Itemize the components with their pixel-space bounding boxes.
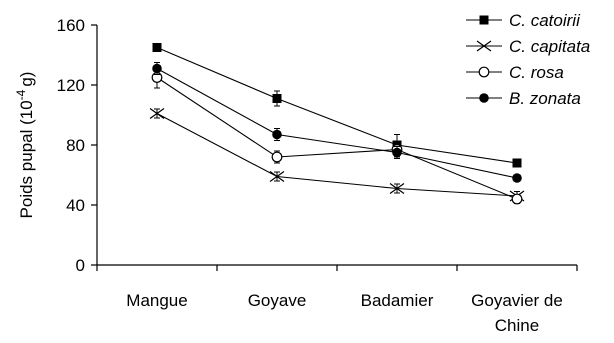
y-ticks: 0 40 80 120 160 [57,16,97,275]
series-b-zonata [152,62,522,183]
legend-marker-b-zonata [479,93,489,103]
legend-label-c-catoirii: C. catoirii [509,11,581,30]
data-point-b-zonata-0 [152,63,162,74]
legend-label-c-rosa: C. rosa [509,63,564,82]
legend-marker-c-catoirii [479,15,489,25]
y-tick-label-3: 120 [57,76,85,95]
legend-item-c-rosa: C. rosa [466,63,564,82]
y-tick-label-1: 40 [66,196,85,215]
y-axis-label-main: Poids pupal (10 [17,100,36,218]
x-ticks [96,265,578,271]
legend-label-b-zonata: B. zonata [509,89,581,108]
data-point-b-zonata-3 [512,173,522,183]
series-line-c-rosa [156,77,518,200]
data-point-c-rosa-1 [271,151,283,163]
legend-item-b-zonata: B. zonata [466,89,581,108]
data-point-c-capitata-2 [389,183,405,194]
x-category-label-0: Mangue [126,291,187,310]
y-axis-label-exponent: -4 [14,89,28,100]
x-category-label-3: Goyavier de Chine [471,291,563,335]
legend-item-c-capitata: C. capitata [466,37,590,56]
data-point-b-zonata-1 [272,129,282,140]
y-tick-label-2: 80 [66,136,85,155]
y-axis-label-unit: g) [17,72,36,87]
data-point-c-capitata-1 [269,171,285,182]
series-line-b-zonata [156,68,518,179]
legend-marker-c-rosa [478,66,490,78]
y-axis: 0 40 80 120 160 [57,16,98,275]
plot-area [149,43,525,205]
x-category-label-2: Badamier [361,291,434,310]
y-axis-label: Poids pupal (10-4 g) [14,72,36,219]
legend-marker-c-capitata [476,40,492,52]
legend-label-c-capitata: C. capitata [509,37,590,56]
data-point-c-catoirii-3 [512,158,522,168]
data-point-c-catoirii-0 [152,43,162,52]
data-point-c-capitata-0 [149,108,165,119]
x-axis: Mangue Goyave Badamier Goyavier de Chine [96,264,578,335]
y-tick-label-0: 0 [76,256,85,275]
legend-item-c-catoirii: C. catoirii [466,11,581,30]
series-c-capitata [149,108,525,202]
x-category-label-1: Goyave [248,291,307,310]
data-point-c-catoirii-1 [272,94,282,103]
y-tick-label-4: 160 [57,16,85,35]
data-point-c-rosa-3 [511,193,523,205]
x-category-labels: Mangue Goyave Badamier Goyavier de Chine [126,291,563,335]
data-point-b-zonata-2 [392,147,402,158]
legend: C. catoirii C. capitata C. rosa B. zonata [466,11,590,108]
series-c-rosa [151,66,523,205]
series-line-c-capitata [156,113,518,197]
series-line-c-catoirii [156,46,518,164]
series-c-catoirii [152,43,522,168]
